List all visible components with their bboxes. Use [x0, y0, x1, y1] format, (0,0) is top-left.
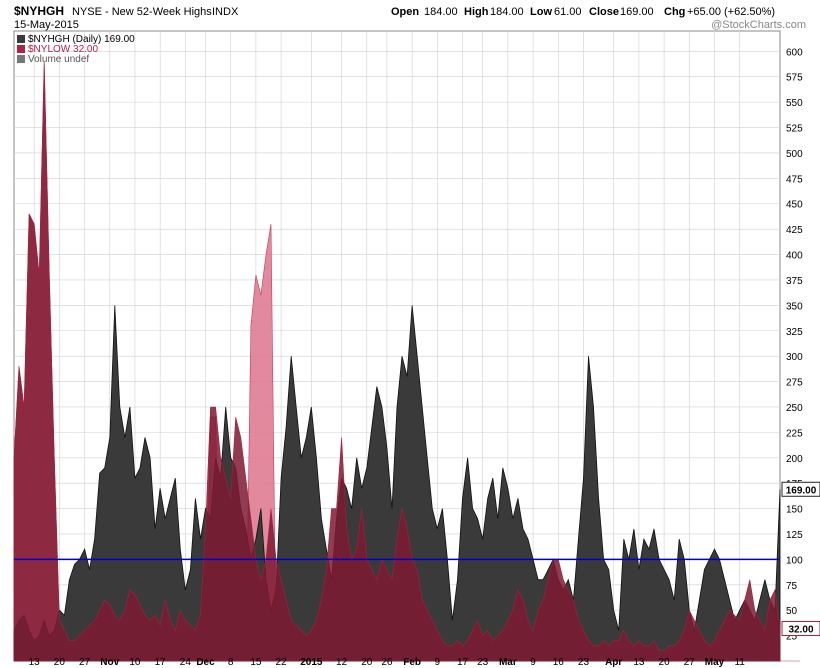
high-value: 184.00 [490, 6, 524, 18]
legend-swatch-volume [17, 55, 25, 63]
y-tick-label: 375 [786, 276, 803, 287]
legend-item-volume: Volume undef [28, 54, 89, 65]
open-value: 184.00 [424, 6, 458, 18]
x-tick-label: 20 [361, 657, 373, 668]
price-badges: 169.00 32.00 [781, 481, 820, 636]
high-label: High [464, 6, 489, 18]
price-badge-label: 32.00 [788, 624, 813, 635]
y-tick-label: 575 [786, 73, 803, 84]
x-tick-label: 17 [457, 657, 469, 668]
chart-date: 15-May-2015 [14, 19, 79, 31]
y-tick-label: 25 [786, 632, 798, 643]
x-tick-label: May [705, 657, 725, 668]
low-value: 61.00 [554, 6, 582, 18]
low-label: Low [530, 6, 552, 18]
chart-index: INDX [212, 6, 239, 18]
x-tick-label: Feb [403, 657, 421, 668]
x-tick-label: 27 [79, 657, 91, 668]
y-tick-label: 125 [786, 530, 803, 541]
x-tick-label: 10 [129, 657, 141, 668]
price-badge-box [781, 620, 820, 636]
x-tick-label: Dec [196, 657, 215, 668]
x-tick-label: Apr [605, 657, 622, 668]
y-tick-label: 150 [786, 505, 803, 516]
chg-label: Chg [664, 6, 685, 18]
close-label: Close [589, 6, 619, 18]
x-tick-label: 16 [553, 657, 565, 668]
series-areas [13, 61, 801, 662]
x-tick-label: Nov [100, 657, 119, 668]
y-axis: 2550751001251501752002252502753003253503… [786, 47, 803, 642]
x-axis: 13 20 27 Nov 10 17 24 Dec 8 15 22 2015 12 20 26 Feb 9 17 2… [29, 657, 746, 668]
y-tick-label: 450 [786, 200, 803, 211]
y-tick-label: 200 [786, 454, 803, 465]
x-tick-label: 27 [684, 657, 696, 668]
price-badge-label: 169.00 [786, 485, 817, 496]
x-tick-label: 9 [530, 657, 536, 668]
y-tick-label: 525 [786, 124, 803, 135]
legend-item-nylow: $NYLOW 32.00 [28, 44, 98, 55]
x-tick-label: 20 [659, 657, 671, 668]
x-tick-label: 22 [276, 657, 288, 668]
y-tick-label: 350 [786, 301, 803, 312]
legend-swatch-nyhgh [17, 35, 25, 43]
x-tick-label: 9 [435, 657, 441, 668]
y-tick-label: 550 [786, 98, 803, 109]
x-tick-label: 15 [250, 657, 262, 668]
legend-item-nyhgh: $NYHGH (Daily) 169.00 [28, 34, 135, 45]
price-badge-nyhgh: 169.00 [781, 481, 820, 497]
x-tick-label: 17 [155, 657, 167, 668]
x-tick-label: 11 [734, 657, 745, 668]
x-tick-label: 13 [29, 657, 41, 668]
x-tick-label: 23 [477, 657, 489, 668]
chart-symbol: $NYHGH [14, 4, 64, 18]
x-tick-label: 2015 [300, 657, 323, 668]
x-tick-label: 23 [578, 657, 590, 668]
legend: $NYHGH (Daily) 169.00 $NYLOW 32.00 Volum… [17, 34, 135, 65]
x-tick-label: 24 [180, 657, 192, 668]
x-tick-label: 13 [633, 657, 645, 668]
chg-value: +65.00 (+62.50%) [687, 6, 775, 18]
chart-name: NYSE - New 52-Week Highs [72, 6, 212, 18]
y-tick-label: 275 [786, 378, 803, 389]
close-value: 169.00 [620, 6, 654, 18]
y-tick-label: 425 [786, 225, 803, 236]
series-nylow-area [13, 61, 781, 662]
y-tick-label: 300 [786, 352, 803, 363]
price-badge-box [781, 481, 820, 497]
y-tick-label: 100 [786, 555, 803, 566]
x-tick-label: 20 [54, 657, 66, 668]
legend-swatch-nylow [17, 45, 25, 53]
price-badge-nylow: 32.00 [781, 620, 820, 636]
y-tick-label: 50 [786, 606, 798, 617]
open-label: Open [391, 6, 419, 18]
x-tick-label: Mar [499, 657, 517, 668]
y-tick-label: 600 [786, 47, 803, 58]
watermark: @StockCharts.com [711, 19, 806, 31]
y-tick-label: 225 [786, 428, 803, 439]
y-tick-label: 325 [786, 327, 803, 338]
y-tick-label: 75 [786, 581, 798, 592]
x-tick-label: 8 [228, 657, 234, 668]
y-tick-label: 475 [786, 174, 803, 185]
y-tick-label: 250 [786, 403, 803, 414]
x-tick-label: 26 [381, 657, 393, 668]
x-tick-label: 12 [336, 657, 348, 668]
y-tick-label: 400 [786, 251, 803, 262]
ohlc-summary: Open 184.00 High 184.00 Low 61.00 Close … [391, 6, 775, 18]
y-tick-label: 500 [786, 149, 803, 160]
